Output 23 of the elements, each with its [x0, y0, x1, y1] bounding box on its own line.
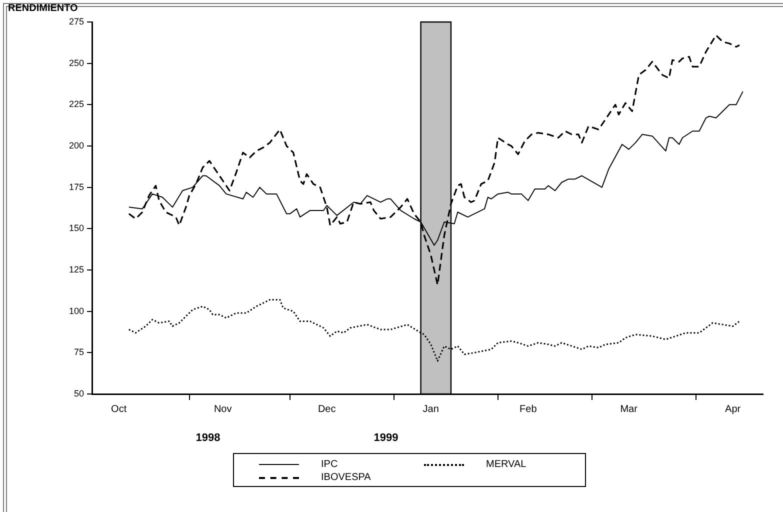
- x-tick-label: Mar: [620, 404, 638, 415]
- y-tick-label: 175: [68, 182, 84, 192]
- text: 1998: [196, 432, 220, 444]
- y-axis-title: RENDIMIENTO: [8, 3, 78, 14]
- x-tick-label: Oct: [111, 404, 127, 415]
- x-tick-label: Nov: [214, 404, 232, 415]
- y-tick-label: 225: [68, 99, 84, 110]
- y-tick-label: 200: [68, 140, 84, 150]
- x-tick-label: Feb: [520, 404, 538, 415]
- x-tick-label: Apr: [725, 404, 742, 415]
- y-tick-label: 275: [68, 16, 84, 26]
- y-tick-label: 250: [68, 58, 84, 68]
- y-tick-label: 150: [68, 223, 84, 234]
- y-tick-label: 125: [68, 264, 84, 274]
- text: 1999: [374, 432, 398, 444]
- y-tick-label: 50: [74, 388, 84, 398]
- y-tick-label: 75: [74, 347, 84, 358]
- legend-label: MERVAL: [486, 459, 526, 470]
- x-tick-label: Jan: [422, 404, 439, 415]
- legend-label: IPC: [321, 459, 338, 470]
- x-tick-label: Dec: [318, 404, 336, 415]
- y-tick-label: 100: [68, 306, 84, 316]
- legend-label: IBOVESPA: [321, 472, 371, 483]
